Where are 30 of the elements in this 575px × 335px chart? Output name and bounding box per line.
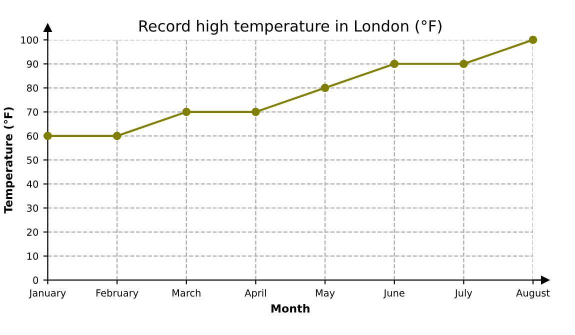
x-tick-label: August: [516, 289, 550, 298]
y-axis-title: Temperature (°F): [4, 107, 15, 214]
point: [182, 108, 191, 116]
point: [112, 132, 122, 140]
point: [44, 132, 52, 140]
point: [460, 60, 468, 68]
y-tick-label: 60: [27, 132, 38, 140]
y-tick-label: 100: [21, 36, 38, 44]
point: [252, 108, 260, 116]
y-tick-label: 30: [27, 204, 38, 212]
y-tick-label: 40: [26, 180, 38, 188]
y-tick-label: 50: [27, 156, 38, 164]
y-tick-label: 70: [27, 108, 38, 116]
chart-title: Record high temperature in London (°F): [140, 20, 442, 35]
x-tick-label: June: [383, 289, 404, 298]
y-tick-label: 10: [27, 252, 38, 260]
x-tick-label: May: [316, 289, 335, 298]
x-tick-label: January: [28, 289, 66, 298]
point: [390, 60, 399, 68]
x-tick-label: April: [244, 289, 266, 298]
x-tick-label: March: [172, 289, 200, 297]
y-tick-label: 0: [33, 276, 38, 284]
x-tick-label: February: [96, 289, 138, 298]
point: [528, 36, 538, 44]
y-tick-label: 80: [26, 84, 38, 92]
y-tick-label: 20: [27, 228, 38, 236]
x-axis-title: Month: [271, 304, 310, 313]
point: [320, 84, 330, 92]
y-tick-label: 90: [26, 60, 38, 68]
x-tick-label: July: [454, 289, 472, 298]
